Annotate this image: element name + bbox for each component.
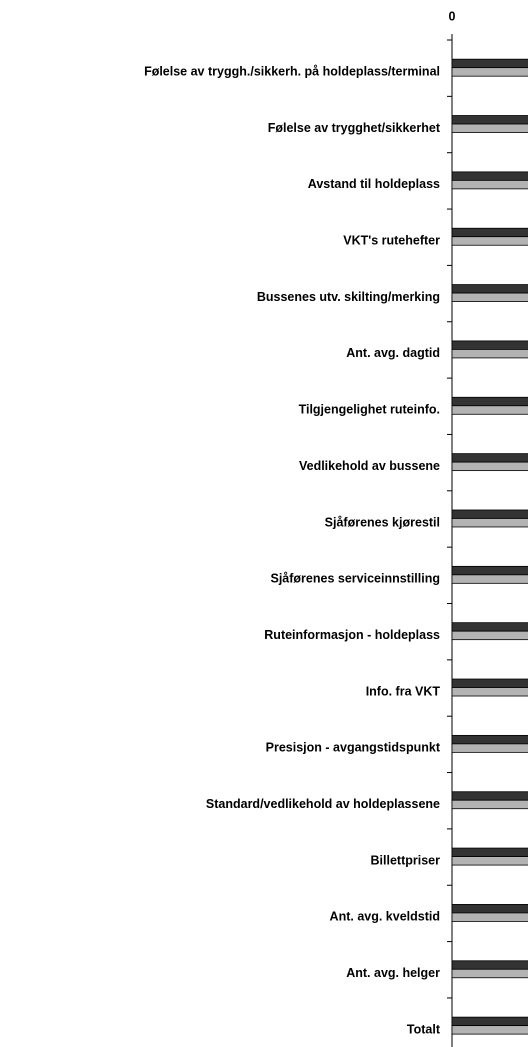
bar bbox=[451, 678, 528, 688]
bar bbox=[451, 968, 528, 979]
y-tick-label: VKT's rutehefter bbox=[343, 234, 440, 248]
y-tick-label: Ruteinformasjon - holdeplass bbox=[264, 628, 440, 642]
bar bbox=[451, 171, 528, 181]
y-tick-label: Presisjon - avgangstidspunkt bbox=[266, 741, 441, 755]
bar bbox=[451, 292, 528, 302]
bar bbox=[451, 284, 528, 294]
y-tick-label: Følelse av trygghet/sikkerhet bbox=[268, 121, 441, 135]
y-tick-label: Billettpriser bbox=[371, 853, 441, 867]
y-tick-label: Sjåførenes serviceinnstilling bbox=[270, 572, 440, 586]
bar bbox=[451, 518, 528, 528]
y-tick-label: Bussenes utv. skilting/merking bbox=[257, 290, 440, 304]
y-tick-label: Tilgjengelighet ruteinfo. bbox=[299, 403, 440, 417]
y-tick-label: Sjåførenes kjørestil bbox=[325, 515, 440, 529]
bar bbox=[451, 405, 528, 415]
bar bbox=[451, 115, 528, 125]
y-tick-label: Info. fra VKT bbox=[366, 684, 441, 698]
bar bbox=[451, 179, 528, 190]
bar bbox=[451, 123, 528, 133]
bar bbox=[451, 687, 528, 697]
bar bbox=[451, 67, 528, 77]
bar bbox=[451, 791, 528, 801]
bar bbox=[451, 799, 528, 810]
bar bbox=[451, 565, 528, 576]
bar bbox=[451, 509, 528, 519]
bar bbox=[451, 743, 528, 753]
y-tick-label: Totalt bbox=[407, 1022, 441, 1036]
bar bbox=[451, 1025, 528, 1035]
bar bbox=[451, 227, 528, 238]
bar bbox=[451, 622, 528, 632]
y-tick-label: Ant. avg. dagtid bbox=[346, 346, 440, 360]
bar bbox=[451, 734, 528, 745]
y-tick-label: Standard/vedlikehold av holdeplassene bbox=[206, 797, 440, 811]
bar bbox=[451, 904, 528, 914]
bar bbox=[451, 1016, 528, 1027]
y-tick-label: Ant. avg. helger bbox=[346, 966, 440, 980]
y-tick-label: Ant. avg. kveldstid bbox=[330, 910, 440, 924]
bar bbox=[451, 630, 528, 641]
bar bbox=[451, 58, 528, 69]
x-tick-label: 0 bbox=[449, 9, 456, 23]
y-tick-label: Avstand til holdeplass bbox=[308, 177, 440, 191]
bar bbox=[451, 396, 528, 407]
bar bbox=[451, 847, 528, 857]
bar bbox=[451, 349, 528, 359]
bar bbox=[451, 453, 528, 463]
y-tick-label: Følelse av tryggh./sikkerh. på holdeplas… bbox=[144, 64, 440, 78]
bar bbox=[451, 574, 528, 584]
bar bbox=[451, 340, 528, 350]
bar bbox=[451, 912, 528, 922]
bar bbox=[451, 236, 528, 246]
bar bbox=[451, 461, 528, 472]
y-tick-label: Vedlikehold av bussene bbox=[299, 459, 440, 473]
bar bbox=[451, 856, 528, 866]
bar bbox=[451, 960, 528, 970]
